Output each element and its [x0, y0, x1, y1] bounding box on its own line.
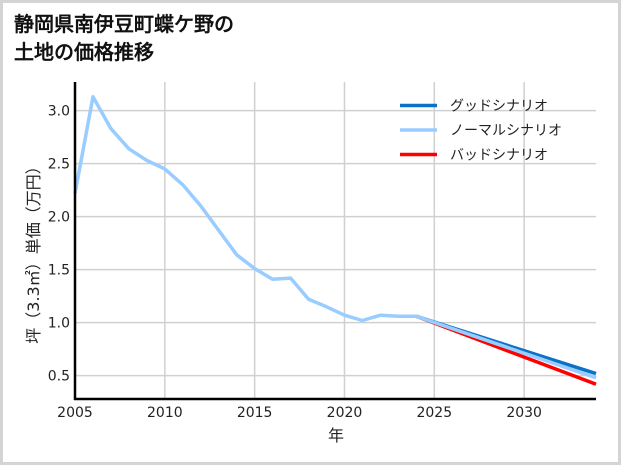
x-tick-label: 2025	[416, 405, 452, 421]
legend-label: グッドシナリオ	[450, 99, 548, 115]
series-line	[73, 95, 597, 380]
x-tick-label: 2020	[327, 405, 363, 421]
y-tick-label: 1.0	[48, 316, 70, 332]
legend-label: バッドシナリオ	[450, 148, 548, 164]
data-series	[73, 95, 597, 386]
y-axis-label: 坪（3.3㎡）単価（万円）	[24, 158, 43, 343]
y-tick-label: 0.5	[48, 369, 70, 385]
chart-title-line2: 土地の価格推移	[14, 40, 154, 64]
y-tick-label: 2.0	[48, 210, 70, 226]
y-tick-label: 3.0	[48, 104, 70, 120]
legend-label: ノーマルシナリオ	[450, 123, 562, 139]
tick-labels: 2005 2010 2015 2020 2025 2030 0.5 1.0 1.5 2.0 2.5 3…	[48, 104, 542, 421]
axes	[73, 82, 596, 401]
x-tick-label: 2015	[237, 405, 273, 421]
legend-item: ノーマルシナリオ	[400, 123, 562, 139]
y-tick-label: 2.5	[48, 157, 70, 173]
legend-item: バッドシナリオ	[400, 148, 548, 164]
chart-title-line1: 静岡県南伊豆町蝶ケ野の	[14, 12, 234, 36]
y-tick-label: 1.5	[48, 263, 70, 279]
x-tick-label: 2010	[147, 405, 183, 421]
chart-title: 静岡県南伊豆町蝶ケ野の 土地の価格推移	[14, 10, 234, 66]
legend-item: グッドシナリオ	[400, 99, 548, 115]
x-tick-label: 2005	[57, 405, 93, 421]
x-axis-label: 年	[328, 426, 344, 445]
grid-lines	[75, 82, 596, 399]
x-tick-label: 2030	[506, 405, 542, 421]
